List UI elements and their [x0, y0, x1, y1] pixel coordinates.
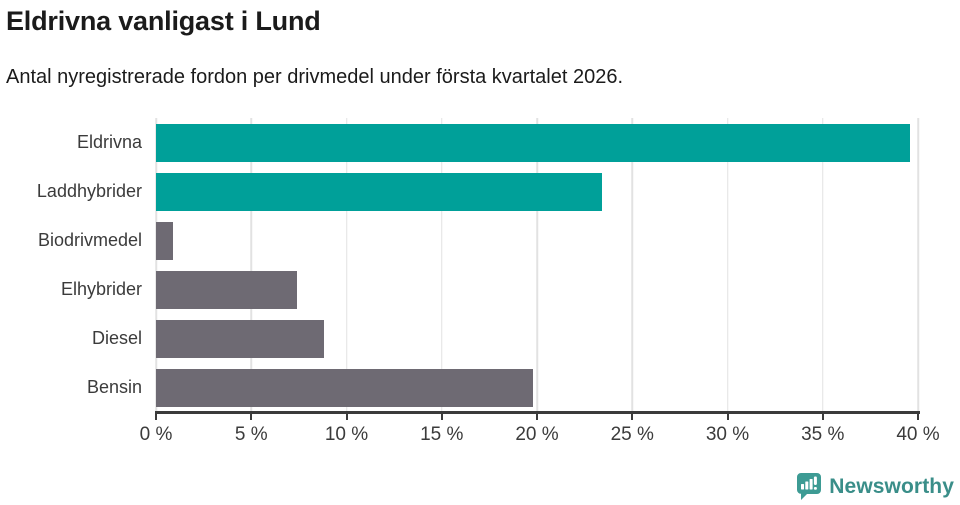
- axis-tick: [726, 414, 729, 420]
- newsworthy-logo: Newsworthy: [796, 472, 954, 501]
- bar-row: [156, 314, 918, 363]
- axis-tick: [536, 414, 538, 420]
- gridline: [536, 118, 538, 412]
- axis-tick: [250, 414, 253, 420]
- axis-tick-label: 15 %: [420, 424, 464, 445]
- bar-row: [156, 167, 918, 216]
- category-label: Laddhybrider: [36, 181, 142, 201]
- bar-chart-speech-bubble-icon: [797, 473, 822, 500]
- axis-tick-label: 10 %: [324, 424, 369, 445]
- category-label: Diesel: [91, 328, 142, 348]
- gridline: [345, 118, 348, 412]
- gridline: [631, 118, 633, 412]
- category-axis: Eldrivna Laddhybrider Biodrivmedel Elhybrid…: [0, 118, 142, 412]
- axis-tick: [155, 414, 157, 420]
- bar: [156, 368, 534, 407]
- gridline: [726, 118, 729, 412]
- gridline: [917, 118, 919, 412]
- axis-tick-label: 35 %: [801, 424, 845, 445]
- bar-row: [156, 216, 918, 265]
- axis-tick: [917, 414, 919, 420]
- axis-line: [155, 411, 920, 414]
- category-label: Biodrivmedel: [37, 230, 142, 250]
- bar: [156, 221, 174, 260]
- axis-tick-label: 20 %: [515, 424, 559, 445]
- axis-tick-label: 25 %: [610, 424, 654, 445]
- gridline: [250, 118, 252, 412]
- axis-tick: [440, 414, 443, 420]
- bar: [156, 172, 602, 211]
- bar: [156, 123, 911, 162]
- gridline: [155, 118, 157, 412]
- axis-tick-label: 30 %: [705, 424, 750, 445]
- gridline: [441, 118, 443, 412]
- bars: [156, 118, 918, 412]
- bar-row: [156, 363, 918, 412]
- category-label: Bensin: [86, 377, 142, 397]
- axis-tick: [821, 414, 824, 420]
- newsworthy-logo-text: Newsworthy: [829, 474, 954, 498]
- category-label: Eldrivna: [76, 132, 142, 152]
- gridline: [822, 118, 824, 412]
- axis-tick-label: 0 %: [139, 424, 173, 445]
- bar-row: [156, 118, 918, 167]
- axis-tick: [345, 414, 348, 420]
- plot-area: [155, 118, 919, 412]
- bar-row: [156, 265, 918, 314]
- bar: [156, 270, 297, 309]
- bar: [156, 319, 324, 358]
- chart-subtitle: Antal nyregistrerade fordon per drivmede…: [6, 66, 624, 88]
- axis-tick: [631, 414, 634, 420]
- axis-tick-label: 5 %: [234, 424, 268, 445]
- category-label: Elhybrider: [60, 279, 142, 299]
- axis-tick-label: 40 %: [896, 424, 940, 445]
- chart-title: Eldrivna vanligast i Lund: [6, 6, 321, 36]
